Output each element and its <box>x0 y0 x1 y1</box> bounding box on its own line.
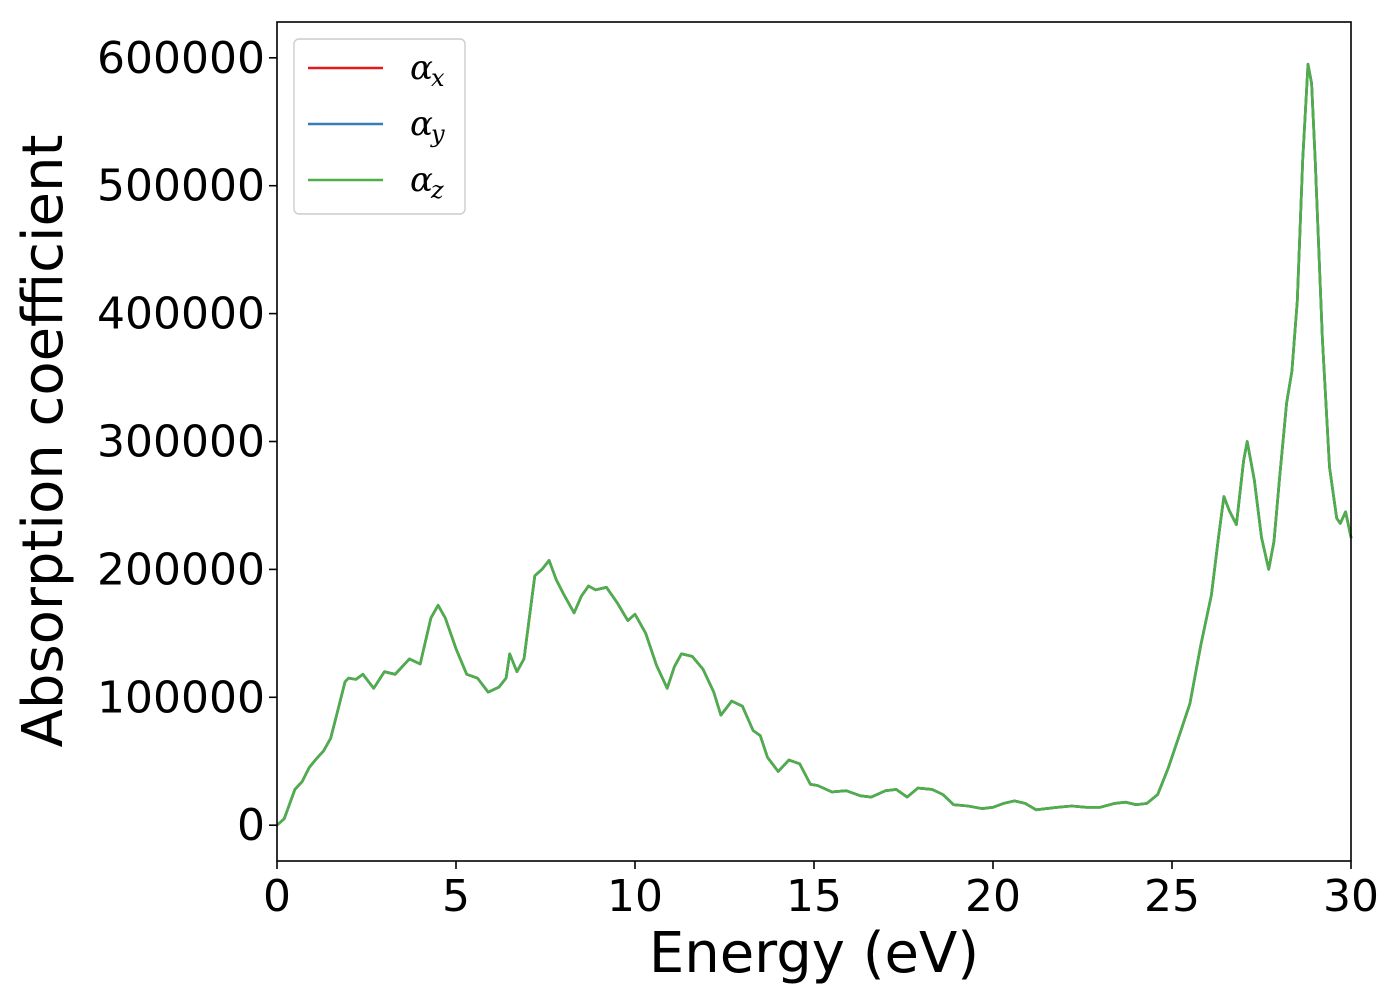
legend-label-subscript: y <box>430 120 445 148</box>
x-axis-label: Energy (eV) <box>649 921 979 986</box>
legend-label-subscript: x <box>431 64 445 92</box>
y-tick-label: 100000 <box>97 672 265 723</box>
x-axis: 0 5 10 15 20 25 30 <box>263 861 1379 922</box>
y-tick-label: 500000 <box>97 161 265 212</box>
x-tick-label: 30 <box>1323 871 1379 922</box>
series-line-z <box>275 62 1353 827</box>
x-tick-label: 0 <box>263 871 291 922</box>
legend-label: α <box>410 160 433 200</box>
y-tick-label: 600000 <box>97 33 265 84</box>
x-tick-label: 20 <box>965 871 1021 922</box>
y-tick-label: 300000 <box>97 417 265 468</box>
y-tick-label: 0 <box>237 800 265 851</box>
x-tick-label: 5 <box>442 871 470 922</box>
legend-box <box>293 38 466 215</box>
y-axis: 0 100000 200000 300000 400000 500000 600000 <box>97 33 277 851</box>
y-tick-label: 200000 <box>97 544 265 595</box>
series-layer <box>275 62 1353 827</box>
legend-label: α <box>410 48 433 88</box>
y-axis-label: Absorption coefficient <box>11 135 76 748</box>
legend-label-subscript: z <box>430 176 444 204</box>
y-tick-label: 400000 <box>97 289 265 340</box>
x-tick-label: 15 <box>786 871 842 922</box>
x-tick-label: 25 <box>1144 871 1200 922</box>
legend-label: α <box>410 104 433 144</box>
x-tick-label: 10 <box>607 871 663 922</box>
